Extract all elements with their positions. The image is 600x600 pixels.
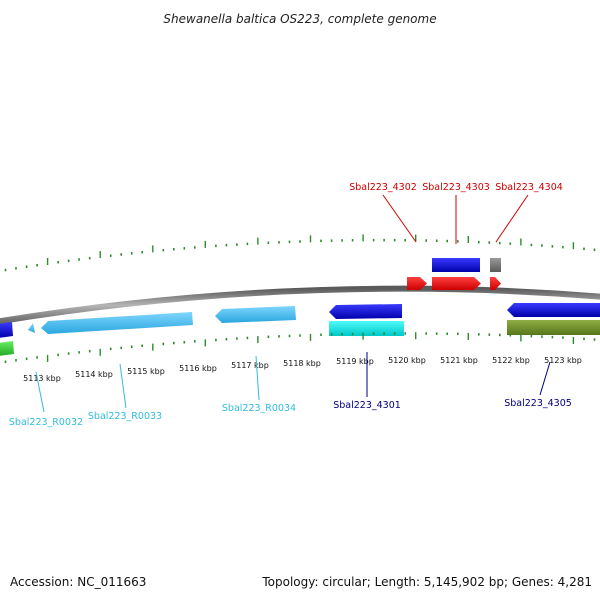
- gene-red-arrow-1[interactable]: [407, 277, 427, 290]
- genome-summary-text: Topology: circular; Length: 5,145,902 bp…: [261, 575, 592, 589]
- leader-sbal223-r0033: [119, 363, 127, 409]
- gene-label-sbal223-4304[interactable]: Sbal223_4304: [495, 182, 563, 193]
- gene-label-sbal223-r0034[interactable]: Sbal223_R0034: [222, 403, 296, 414]
- gene-sbal223-4303[interactable]: [432, 277, 481, 290]
- scale-tick-label: 5116 kbp: [179, 364, 217, 373]
- gene-sbal223-r0034[interactable]: [215, 306, 296, 323]
- gene-label-sbal223-r0033[interactable]: Sbal223_R0033: [88, 411, 162, 422]
- leader-sbal223-r0032: [35, 371, 45, 413]
- scale-tick-label: 5120 kbp: [388, 356, 426, 365]
- gene-red-arrow-3[interactable]: [490, 277, 501, 290]
- leader-sbal223-4305: [539, 361, 551, 396]
- leader-sbal223-r0034: [255, 355, 260, 401]
- gene-sbal223-r0032[interactable]: [28, 323, 35, 333]
- scale-tick-labels: 5113 kbp 5114 kbp 5115 kbp 5116 kbp 5117…: [23, 356, 582, 383]
- gene-label-sbal223-4301[interactable]: Sbal223_4301: [333, 400, 401, 411]
- scale-tick-label: 5123 kbp: [544, 356, 582, 365]
- accession-text: Accession: NC_011663: [10, 575, 146, 589]
- reverse-strand-genes: [0, 303, 600, 356]
- gene-sbal223-4305[interactable]: [507, 303, 600, 317]
- gene-label-sbal223-4303[interactable]: Sbal223_4303: [422, 182, 490, 193]
- gene-label-sbal223-4305[interactable]: Sbal223_4305: [504, 398, 572, 409]
- inner-tick-track: [4, 332, 596, 363]
- leader-sbal223-4304: [495, 194, 529, 243]
- genome-backbone: [0, 285, 600, 325]
- gene-sbal223-4302[interactable]: [432, 258, 480, 272]
- outer-tick-track: [4, 234, 596, 272]
- gene-label-sbal223-4302[interactable]: Sbal223_4302: [349, 182, 417, 193]
- gene-blue-left-edge[interactable]: [0, 322, 13, 338]
- scale-tick-label: 5121 kbp: [440, 356, 478, 365]
- gene-olive-block[interactable]: [507, 320, 600, 335]
- map-title: Shewanella baltica OS223, complete genom…: [163, 12, 436, 26]
- leader-sbal223-4302: [382, 194, 417, 243]
- gene-green-left-edge[interactable]: [0, 341, 14, 356]
- scale-tick-label: 5117 kbp: [231, 361, 269, 370]
- gene-sbal223-4301[interactable]: [329, 304, 402, 319]
- leader-lines: [35, 194, 551, 413]
- gene-labels: Sbal223_4302 Sbal223_4303 Sbal223_4304 S…: [9, 182, 572, 428]
- gene-cyan-block[interactable]: [329, 321, 404, 336]
- scale-tick-label: 5122 kbp: [492, 356, 530, 365]
- scale-tick-label: 5113 kbp: [23, 374, 61, 383]
- scale-tick-label: 5118 kbp: [283, 359, 321, 368]
- gene-sbal223-4304-gray[interactable]: [490, 258, 501, 272]
- gene-label-sbal223-r0032[interactable]: Sbal223_R0032: [9, 417, 83, 428]
- scale-tick-label: 5115 kbp: [127, 367, 165, 376]
- scale-tick-label: 5119 kbp: [336, 357, 374, 366]
- scale-tick-label: 5114 kbp: [75, 370, 113, 379]
- forward-strand-genes: [407, 258, 501, 290]
- gene-sbal223-r0033[interactable]: [41, 312, 193, 334]
